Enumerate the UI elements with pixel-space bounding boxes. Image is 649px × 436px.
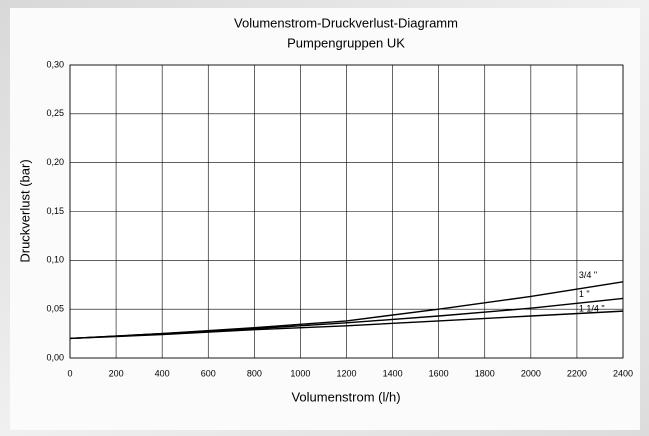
x-tick-label: 2000 — [521, 368, 541, 378]
y-tick-label: 0,05 — [46, 304, 64, 314]
series-line — [69, 297, 624, 340]
x-tick-label: 400 — [155, 368, 170, 378]
x-tick-label: 0 — [67, 368, 72, 378]
x-tick-label: 2200 — [567, 368, 587, 378]
x-tick-label: 1800 — [475, 368, 495, 378]
x-tick-label: 200 — [109, 368, 124, 378]
y-tick-label: 0,25 — [46, 108, 64, 118]
x-tick-label: 1200 — [336, 368, 356, 378]
y-tick-label: 0,30 — [46, 59, 64, 69]
y-tick-label: 0,20 — [46, 157, 64, 167]
series-line — [69, 310, 624, 340]
x-axis-label: Volumenstrom (l/h) — [291, 389, 400, 404]
chart-subtitle: Pumpengruppen UK — [287, 35, 405, 50]
x-tick-label: 1600 — [429, 368, 449, 378]
x-tick-label: 2400 — [613, 368, 633, 378]
series-label: 1 " — [579, 289, 590, 299]
x-tick-label: 800 — [247, 368, 262, 378]
y-tick-label: 0,15 — [46, 206, 64, 216]
y-tick-label: 0,00 — [46, 352, 64, 362]
chart-title: Volumenstrom-Druckverlust-Diagramm — [234, 15, 458, 30]
plot-border — [69, 64, 624, 359]
series-label: 3/4 " — [579, 270, 597, 280]
x-tick-label: 1400 — [383, 368, 403, 378]
series-label: 1 1/4 " — [579, 303, 605, 313]
y-tick-label: 0,10 — [46, 255, 64, 265]
x-tick-label: 600 — [201, 368, 216, 378]
y-axis-label: Druckverlust (bar) — [17, 159, 32, 262]
x-tick-label: 1000 — [290, 368, 310, 378]
